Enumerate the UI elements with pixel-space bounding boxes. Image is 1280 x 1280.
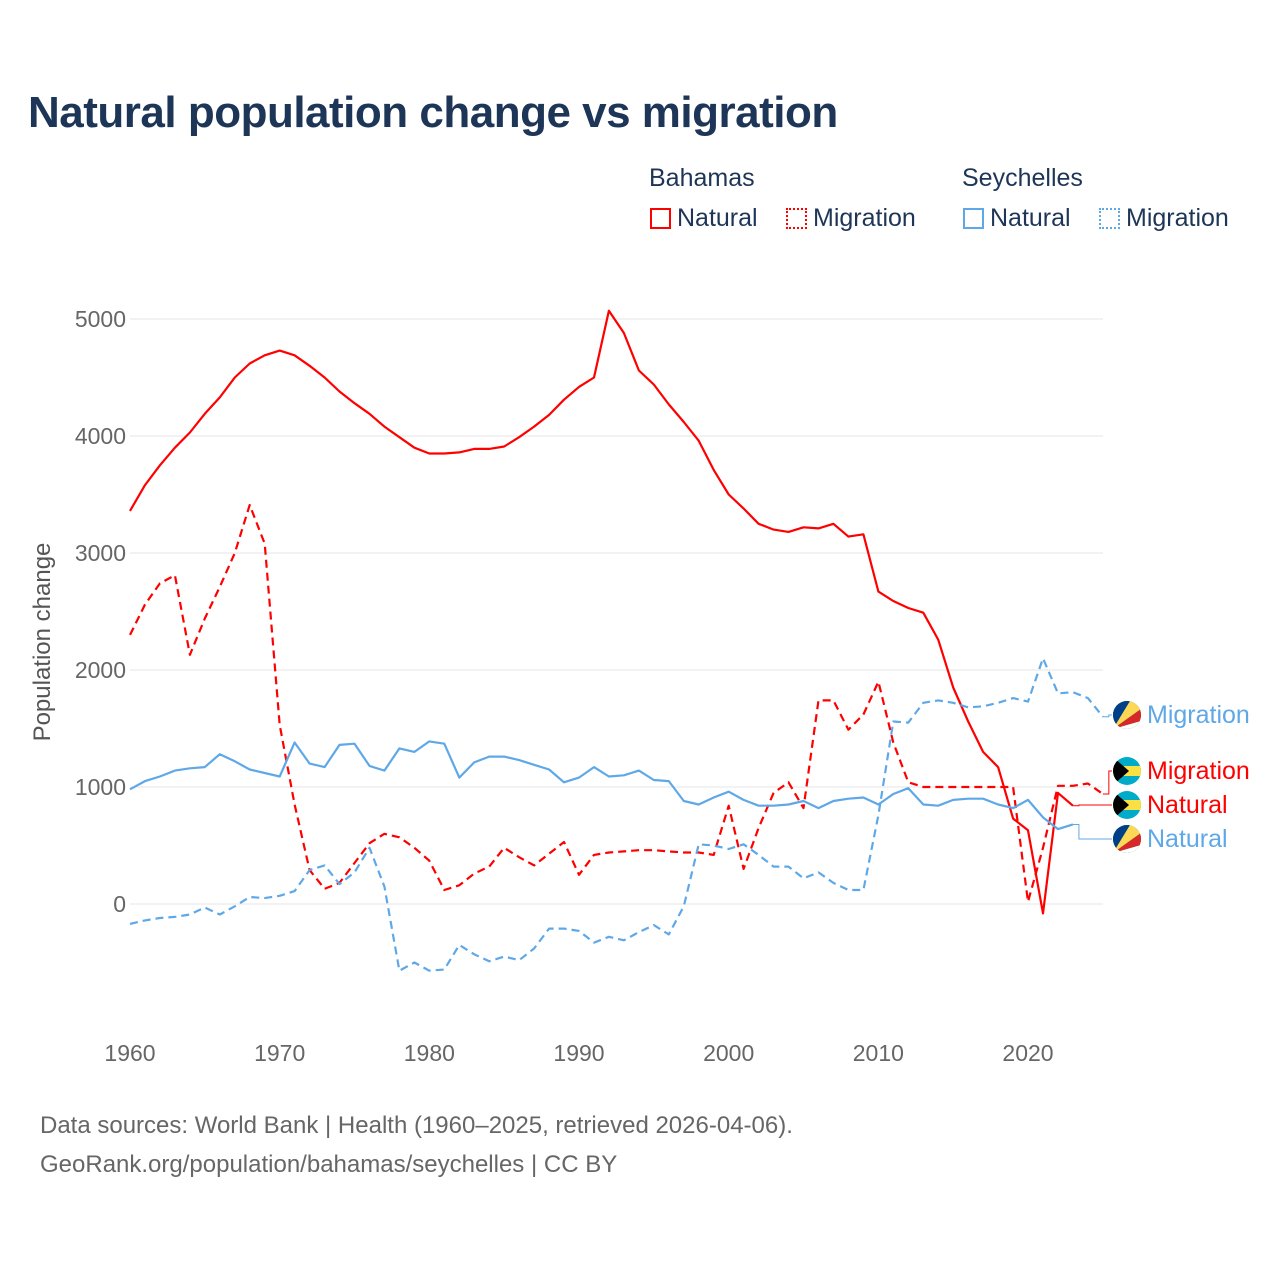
end-label: Natural [1147,791,1228,819]
data-source-text: Data sources: World Bank | Health (1960–… [40,1112,793,1139]
series-line-bahamas-natural [129,309,1074,915]
legend-seychelles-migration[interactable]: Migration [1099,204,1229,233]
end-label: Natural [1147,825,1228,853]
source-link[interactable]: GeoRank.org/population/bahamas/seychelle… [40,1151,618,1178]
legend-group-bahamas: Bahamas [649,164,755,192]
legend-swatch-dotted [1099,208,1120,229]
y-tick-label: 4000 [75,423,126,449]
y-tick-label: 2000 [75,657,126,683]
legend-bahamas-natural[interactable]: Natural [650,204,758,233]
label-connector [1102,714,1112,718]
legend-swatch-solid [650,208,671,229]
label-connector [1102,770,1112,795]
legend-swatch-solid [963,208,984,229]
series-line-seychelles-migration [129,657,1104,972]
chart-title: Natural population change vs migration [28,88,838,137]
end-label: Migration [1147,757,1250,785]
bahamas-flag-icon [1113,757,1141,785]
x-tick-label: 1990 [553,1040,604,1066]
end-label: Migration [1147,701,1250,729]
x-tick-label: 1970 [254,1040,305,1066]
series-line-bahamas-migration [129,503,1104,903]
footer: Data sources: World Bank | Health (1960–… [40,1106,793,1184]
x-tick-label: 1960 [104,1040,155,1066]
x-tick-label: 2010 [853,1040,904,1066]
legend-bahamas-migration[interactable]: Migration [786,204,916,233]
legend-label: Natural [990,204,1071,232]
y-tick-label: 5000 [75,306,126,332]
label-connector [1072,823,1112,840]
bahamas-flag-icon [1113,791,1141,819]
series-line-seychelles-natural [129,740,1074,831]
legend-label: Migration [1126,204,1229,232]
legend-swatch-dotted [786,208,807,229]
seychelles-flag-icon [1113,825,1141,853]
y-tick-label: 0 [113,891,126,917]
x-tick-label: 1980 [404,1040,455,1066]
x-tick-label: 2020 [1002,1040,1053,1066]
legend-group-seychelles: Seychelles [962,164,1083,192]
seychelles-flag-icon [1113,701,1141,729]
legend-seychelles-natural[interactable]: Natural [963,204,1071,233]
y-tick-label: 1000 [75,774,126,800]
x-tick-label: 2000 [703,1040,754,1066]
legend-label: Migration [813,204,916,232]
legend-label: Natural [677,204,758,232]
label-connector [1072,804,1112,807]
y-tick-label: 3000 [75,540,126,566]
y-axis-label: Population change [29,543,56,742]
